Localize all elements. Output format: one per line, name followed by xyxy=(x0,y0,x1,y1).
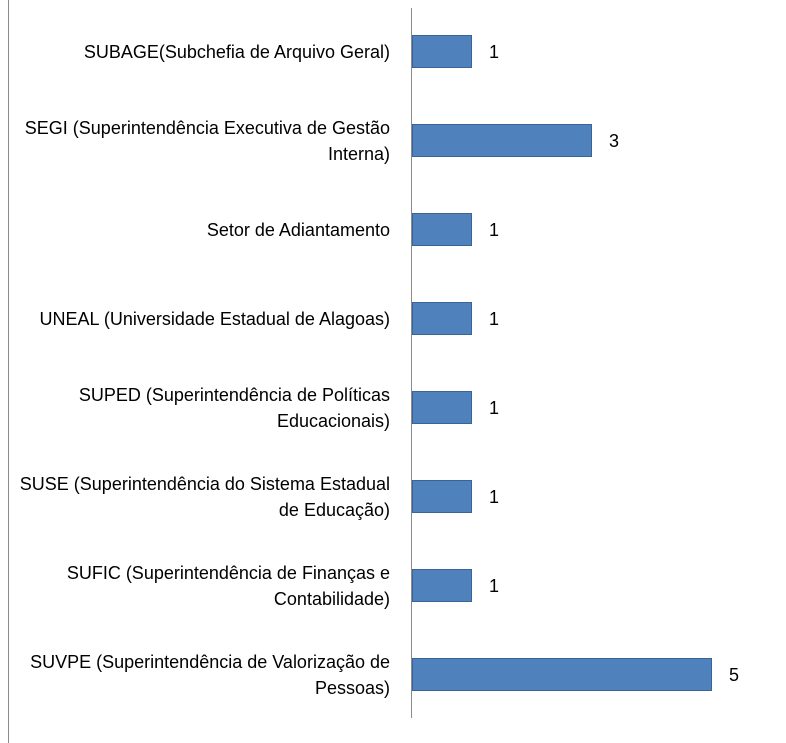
category-label: SEGI (Superintendência Executiva de Gest… xyxy=(24,118,390,164)
value-label: 1 xyxy=(489,309,500,329)
value-label: 1 xyxy=(489,220,500,240)
bar xyxy=(412,35,472,68)
category-label: SUVPE (Superintendência de Valorização d… xyxy=(30,652,390,698)
category-label: UNEAL (Universidade Estadual de Alagoas) xyxy=(39,309,390,329)
bar xyxy=(412,124,592,157)
category-axis xyxy=(411,8,412,718)
bar xyxy=(412,480,472,513)
bar xyxy=(412,213,472,246)
value-label: 5 xyxy=(729,665,740,685)
category-label: SUFIC (Superintendência de Finanças e Co… xyxy=(66,563,390,609)
category-label: SUSE (Superintendência do Sistema Estadu… xyxy=(19,474,390,520)
category-label: SUPED (Superintendência de Políticas Edu… xyxy=(78,385,390,431)
frame-line xyxy=(8,0,9,743)
value-label: 3 xyxy=(609,131,620,151)
value-label: 1 xyxy=(489,42,500,62)
bar xyxy=(412,302,472,335)
bar xyxy=(412,658,712,691)
bar xyxy=(412,391,472,424)
value-label: 1 xyxy=(489,576,500,596)
category-label: Setor de Adiantamento xyxy=(206,220,390,240)
category-label: SUBAGE(Subchefia de Arquivo Geral) xyxy=(83,42,390,62)
value-label: 1 xyxy=(489,398,500,418)
value-label: 1 xyxy=(489,487,500,507)
bar xyxy=(412,569,472,602)
